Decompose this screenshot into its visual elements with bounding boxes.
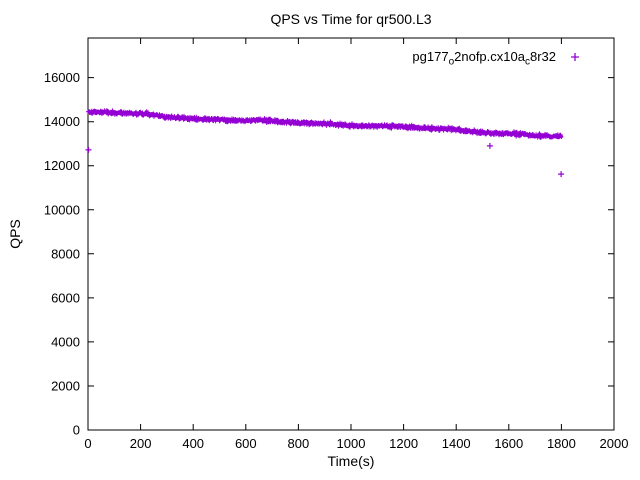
x-tick-label: 400	[182, 436, 204, 451]
tick-labels: 0 200 400 600 800 1000 1200 1400 1600 1800 2000 0 20…	[44, 70, 629, 451]
y-tick-label: 2000	[51, 379, 80, 394]
axis-ticks	[87, 38, 615, 431]
y-tick-label: 12000	[44, 158, 80, 173]
x-tick-label: 600	[235, 436, 257, 451]
legend-marker-icon	[571, 53, 579, 61]
y-tick-label: 14000	[44, 114, 80, 129]
x-tick-label: 200	[130, 436, 152, 451]
x-tick-label: 1400	[442, 436, 471, 451]
outlier-points	[85, 142, 565, 178]
legend-label-part: 2nofp.cx10a	[454, 49, 525, 64]
x-tick-label: 0	[84, 436, 91, 451]
y-tick-label: 16000	[44, 70, 80, 85]
y-tick-label: 6000	[51, 290, 80, 305]
y-tick-label: 4000	[51, 334, 80, 349]
x-tick-label: 1800	[547, 436, 576, 451]
legend-label-part: pg177	[412, 49, 449, 64]
chart-title: QPS vs Time for qr500.L3	[270, 11, 431, 27]
legend-label-subscript: o	[448, 56, 455, 68]
legend-label-subscript: c	[524, 56, 530, 68]
y-tick-label: 8000	[51, 246, 80, 261]
data-points	[86, 108, 564, 140]
x-axis-label: Time(s)	[328, 453, 375, 469]
x-tick-label: 800	[288, 436, 310, 451]
x-tick-label: 2000	[600, 436, 629, 451]
y-axis-label: QPS	[7, 219, 23, 249]
y-tick-label: 10000	[44, 202, 80, 217]
y-tick-label: 0	[73, 423, 80, 438]
x-tick-label: 1000	[337, 436, 366, 451]
legend: pg177o2nofp.cx10ac8r32	[412, 49, 556, 68]
x-tick-label: 1200	[389, 436, 418, 451]
legend-label-part: 8r32	[529, 49, 556, 64]
x-tick-label: 1600	[494, 436, 523, 451]
plot-border	[87, 37, 615, 431]
